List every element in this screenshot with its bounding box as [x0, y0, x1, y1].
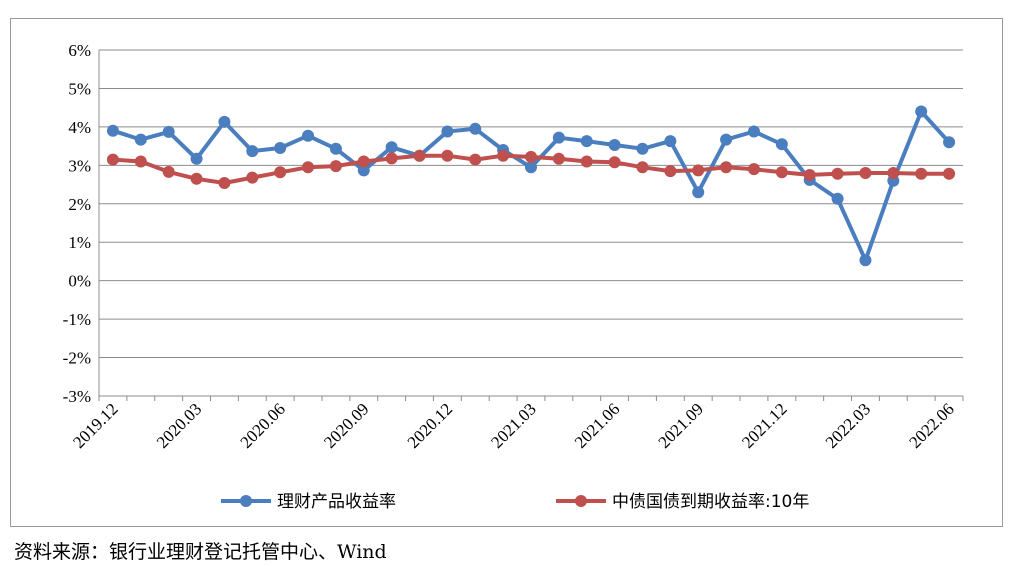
data-point: [664, 135, 677, 148]
data-point: [190, 152, 203, 165]
data-point: [413, 149, 426, 162]
data-point: [636, 161, 649, 174]
data-point: [357, 164, 370, 177]
data-point: [134, 155, 147, 168]
data-point: [134, 133, 147, 146]
data-point: [329, 160, 342, 173]
legend: 理财产品收益率 中债国债到期收益率:10年: [221, 492, 809, 512]
legend-swatch-marker: [575, 495, 587, 507]
data-point: [692, 186, 705, 199]
data-point: [190, 172, 203, 185]
y-tick-label: 5%: [68, 79, 91, 98]
data-point: [274, 142, 287, 155]
data-point: [831, 192, 844, 205]
data-point: [859, 254, 872, 267]
data-point: [469, 153, 482, 166]
data-point: [664, 165, 677, 178]
data-point: [915, 105, 928, 118]
x-tick-label: 2020.06: [236, 399, 289, 452]
data-point: [943, 167, 956, 180]
y-tick-label: 6%: [68, 41, 91, 60]
data-point: [775, 166, 788, 179]
data-point: [552, 152, 565, 165]
x-tick-label: 2022.06: [905, 399, 958, 452]
data-point: [775, 138, 788, 151]
data-point: [302, 161, 315, 174]
data-point: [747, 163, 760, 176]
data-point: [497, 149, 510, 162]
data-point: [162, 165, 175, 178]
legend-swatch-marker: [240, 495, 252, 507]
data-point: [357, 155, 370, 168]
data-point: [552, 131, 565, 144]
data-point: [525, 161, 537, 174]
y-tick-label: 0%: [68, 272, 91, 291]
data-point: [580, 155, 593, 168]
source-note: 资料来源：银行业理财登记托管中心、Wind: [14, 541, 387, 563]
x-tick-label: 2019.12: [69, 399, 122, 452]
legend-label: 中债国债到期收益率:10年: [612, 492, 809, 512]
data-point: [803, 168, 816, 181]
data-point: [246, 145, 259, 158]
x-tick-label: 2021.09: [655, 399, 708, 452]
data-point: [747, 125, 760, 138]
y-tick-label: -3%: [63, 387, 91, 406]
data-point: [218, 115, 231, 128]
data-point: [106, 153, 119, 166]
data-point: [218, 177, 231, 190]
y-tick-label: 4%: [68, 118, 91, 137]
data-point: [608, 156, 621, 169]
x-axis: 2019.12 2020.03 2020.06 2020.09 2020.12 2021.…: [69, 395, 964, 452]
data-point: [385, 141, 398, 154]
data-point: [943, 136, 956, 149]
data-point: [106, 124, 119, 137]
data-point: [385, 152, 398, 165]
data-point: [580, 135, 593, 148]
data-point: [302, 129, 315, 142]
x-tick-label: 2021.03: [487, 399, 540, 452]
x-tick-label: 2021.12: [738, 399, 791, 452]
x-tick-label: 2020.09: [320, 399, 373, 452]
data-point: [720, 133, 733, 146]
data-point: [162, 125, 175, 138]
data-point: [329, 142, 342, 155]
data-point: [915, 167, 928, 180]
data-point: [246, 171, 259, 184]
x-tick-label: 2022.03: [822, 399, 875, 452]
data-point: [692, 164, 705, 177]
legend-label: 理财产品收益率: [277, 492, 396, 512]
y-axis: -3% -2% -1% 0% 1% 2% 3% 4% 5% 6%: [63, 41, 100, 406]
y-tick-label: 3%: [68, 156, 91, 175]
data-point: [859, 167, 872, 180]
gridlines: [99, 49, 963, 397]
series-line: [112, 109, 951, 263]
data-point: [831, 167, 844, 180]
y-tick-label: -2%: [63, 349, 91, 368]
x-tick-label: 2020.03: [153, 399, 206, 452]
y-tick-label: -1%: [63, 310, 91, 329]
chart-frame: -3% -2% -1% 0% 1% 2% 3% 4% 5% 6% 2019.12 2020.03 20…: [10, 18, 1003, 527]
data-point: [525, 150, 537, 163]
data-point: [720, 161, 733, 174]
y-tick-label: 1%: [68, 233, 91, 252]
data-point: [441, 125, 454, 138]
data-point: [274, 166, 287, 179]
data-point: [469, 122, 482, 135]
x-tick-label: 2020.12: [404, 399, 457, 452]
data-point: [608, 138, 621, 151]
line-chart: -3%-2%-1%0%1%2%3%4%5%6% 2019.12 2020.03 20…: [63, 41, 964, 512]
data-point: [441, 149, 454, 162]
series-layer: [106, 105, 956, 267]
data-point: [636, 142, 649, 155]
y-tick-label: 2%: [68, 195, 91, 214]
data-point: [887, 167, 900, 180]
x-tick-label: 2021.06: [571, 399, 624, 452]
